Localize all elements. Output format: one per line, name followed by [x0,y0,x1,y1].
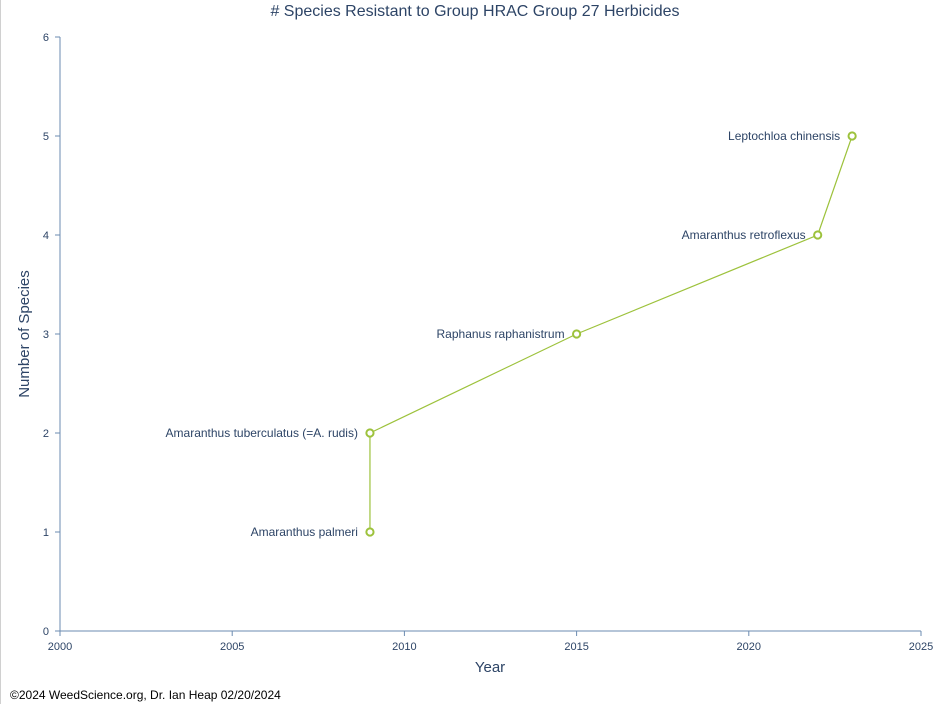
y-tick-label: 6 [43,32,49,44]
point-labels: Amaranthus palmeri Amaranthus tuberculatu… [166,129,841,539]
chart-title: # Species Resistant to Group HRAC Group … [270,3,679,20]
series-layer [365,131,857,537]
x-tick-label: 2005 [220,641,244,653]
data-point-label: Amaranthus palmeri [251,525,358,539]
x-tick-label: 2010 [392,641,416,653]
data-point-marker [365,527,375,537]
y-tick-label: 3 [43,329,49,341]
data-point-marker [365,428,375,438]
x-tick-label: 2015 [564,641,588,653]
data-point-label: Leptochloa chinensis [728,129,840,143]
y-tick-label: 2 [43,428,49,440]
data-point-label: Raphanus raphanistrum [437,327,565,341]
y-axis-label: Number of Species [16,270,33,398]
y-tick-label: 4 [43,230,49,242]
copyright-footer: ©2024 WeedScience.org, Dr. Ian Heap 02/2… [10,688,281,702]
y-tick-label: 0 [43,626,49,638]
data-point-marker [847,131,857,141]
x-tick-label: 2025 [909,641,933,653]
data-point-label: Amaranthus retroflexus [682,228,806,242]
x-axis-label: Year [475,659,505,676]
data-point-label: Amaranthus tuberculatus (=A. rudis) [166,426,358,440]
x-tick-label: 2020 [737,641,761,653]
page-left-border [0,0,1,704]
x-tick-label: 2000 [48,641,72,653]
data-point-marker [813,230,823,240]
data-point-marker [572,329,582,339]
axes: 0 1 2 3 4 5 6 2000 2005 2010 2015 2020 2025 [43,32,933,653]
y-tick-label: 1 [43,527,49,539]
y-tick-label: 5 [43,131,49,143]
